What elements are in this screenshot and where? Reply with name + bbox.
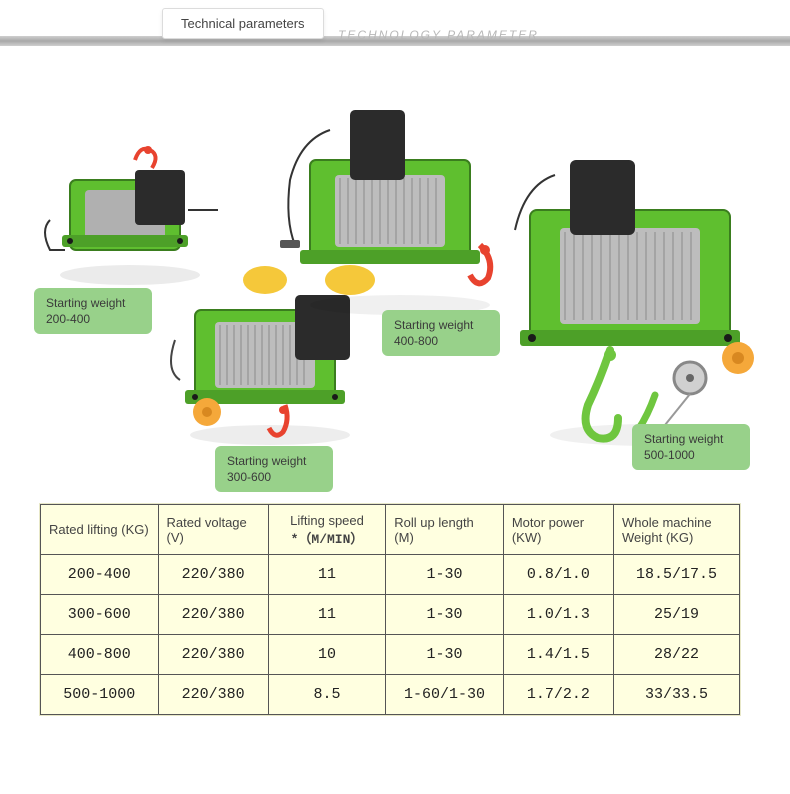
cell: 500-1000 (41, 675, 159, 715)
cell: 1-30 (386, 595, 504, 635)
product-image-400-800 (280, 80, 520, 320)
cell: 200-400 (41, 555, 159, 595)
product-image-500-1000 (510, 140, 790, 450)
table-row: 300-600 220/380 11 1-30 1.0/1.3 25/19 (41, 595, 740, 635)
section-subtitle: TECHNOLOGY PARAMETER (338, 28, 539, 42)
badge-label: Starting weight (46, 295, 138, 311)
cell: 33/33.5 (614, 675, 740, 715)
product-gallery: Starting weight 200-400 Starting weight … (0, 60, 790, 500)
col-speed-line2: *（M/MIN） (291, 532, 364, 547)
badge-label: Starting weight (227, 453, 319, 469)
cell: 1-30 (386, 555, 504, 595)
table-body: 200-400 220/380 11 1-30 0.8/1.0 18.5/17.… (41, 555, 740, 715)
cell: 25/19 (614, 595, 740, 635)
cell: 220/380 (158, 555, 268, 595)
cell: 300-600 (41, 595, 159, 635)
cell: 1-30 (386, 635, 504, 675)
badge-value: 200-400 (46, 311, 138, 327)
cell: 28/22 (614, 635, 740, 675)
table-row: 200-400 220/380 11 1-30 0.8/1.0 18.5/17.… (41, 555, 740, 595)
col-speed-line1: Lifting speed (290, 513, 364, 528)
col-weight-line2: Weight (KG) (622, 530, 693, 545)
cell: 220/380 (158, 595, 268, 635)
section-tab: Technical parameters (162, 8, 324, 39)
cell: 8.5 (268, 675, 386, 715)
cell: 11 (268, 595, 386, 635)
cell: 18.5/17.5 (614, 555, 740, 595)
col-motor-power: Motor power (KW) (503, 505, 613, 555)
col-rated-voltage: Rated voltage (V) (158, 505, 268, 555)
cell: 1.7/2.2 (503, 675, 613, 715)
badge-value: 300-600 (227, 469, 319, 485)
col-weight-line1: Whole machine (622, 515, 712, 530)
spec-table: Rated lifting (KG) Rated voltage (V) Lif… (40, 504, 740, 715)
col-rated-lifting: Rated lifting (KG) (41, 505, 159, 555)
badge-400-800: Starting weight 400-800 (382, 310, 500, 356)
badge-300-600: Starting weight 300-600 (215, 446, 333, 492)
table-row: 500-1000 220/380 8.5 1-60/1-30 1.7/2.2 3… (41, 675, 740, 715)
cell: 0.8/1.0 (503, 555, 613, 595)
table-header-row: Rated lifting (KG) Rated voltage (V) Lif… (41, 505, 740, 555)
cell: 400-800 (41, 635, 159, 675)
table-row: 400-800 220/380 10 1-30 1.4/1.5 28/22 (41, 635, 740, 675)
badge-500-1000: Starting weight 500-1000 (632, 424, 750, 470)
cell: 220/380 (158, 675, 268, 715)
cell: 220/380 (158, 635, 268, 675)
cell: 11 (268, 555, 386, 595)
cell: 1-60/1-30 (386, 675, 504, 715)
badge-value: 500-1000 (644, 447, 736, 463)
badge-value: 400-800 (394, 333, 486, 349)
col-lifting-speed: Lifting speed *（M/MIN） (268, 505, 386, 555)
spec-table-container: Rated lifting (KG) Rated voltage (V) Lif… (40, 504, 740, 715)
col-rollup-length: Roll up length (M) (386, 505, 504, 555)
badge-200-400: Starting weight 200-400 (34, 288, 152, 334)
badge-label: Starting weight (394, 317, 486, 333)
cell: 10 (268, 635, 386, 675)
badge-label: Starting weight (644, 431, 736, 447)
cell: 1.4/1.5 (503, 635, 613, 675)
col-machine-weight: Whole machine Weight (KG) (614, 505, 740, 555)
cell: 1.0/1.3 (503, 595, 613, 635)
